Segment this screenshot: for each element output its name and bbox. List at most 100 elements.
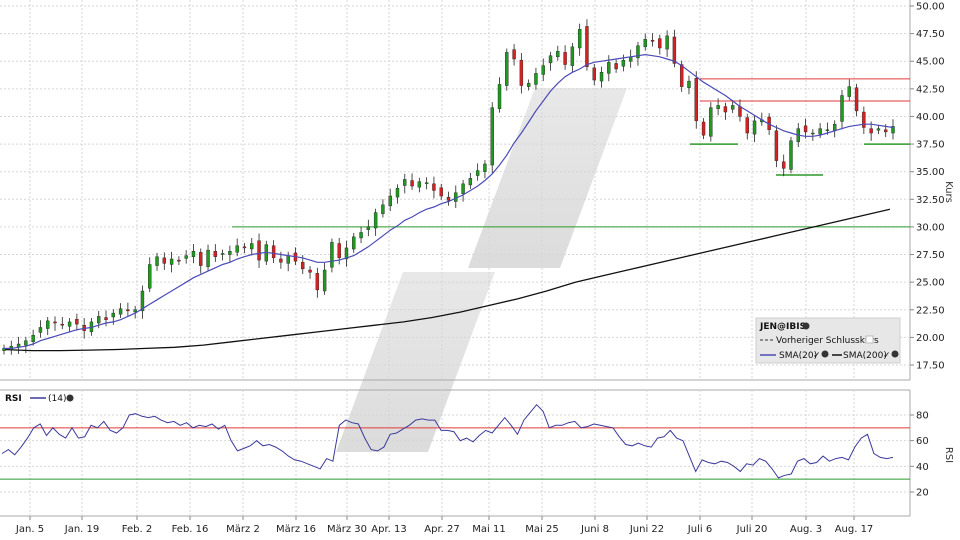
legend-sma20-label: SMA(20) [779,351,817,361]
candle-body [46,320,50,329]
candle-body [541,65,545,75]
candle-body [67,321,72,327]
candle-body [636,45,640,59]
x-tick-label: Feb. 2 [122,524,152,535]
candle-body [352,236,356,250]
candle-body [199,252,203,266]
x-tick-label: Jan. 5 [15,524,44,535]
candle-body [738,106,742,117]
candle-body [403,179,407,186]
sma-legend-settings-icon[interactable] [802,322,810,330]
candle-body [250,243,254,250]
price-tick-label: 20.00 [916,333,945,344]
candle-body [133,309,137,313]
candle-body [548,55,553,64]
legend-sma20-check-icon[interactable]: ✓ [813,351,821,361]
price-tick-label: 25.00 [916,278,945,289]
candle-body [228,251,232,255]
candle-body [599,72,604,82]
candle-body [220,253,225,255]
candle-body [432,183,436,191]
price-tick-label: 17.50 [916,361,945,372]
x-tick-label: März 2 [226,524,260,535]
candle-body [388,195,392,207]
candle-body [301,262,305,270]
candle-body [242,246,247,249]
rsi-tick-label: 20 [916,488,929,499]
rsi-settings-icon[interactable] [66,394,74,402]
x-tick-label: Juli 20 [736,524,768,535]
rsi-axis-title: RSI [943,447,954,463]
candle-body [679,64,684,87]
candle-body [818,128,822,135]
price-axis-title: Kurs [943,181,954,203]
candle-body [468,178,473,186]
rsi-title: RSI [5,394,22,404]
price-tick-label: 45.00 [916,57,945,68]
candle-body [730,105,735,110]
candle-body [854,87,859,112]
candle-body [213,251,218,257]
candle-body [752,120,757,135]
x-tick-label: Aug. 17 [835,524,874,535]
candle-body [825,129,830,131]
candle-body [337,243,341,259]
legend-sma200-check-icon[interactable]: ✓ [883,351,891,361]
x-tick-label: Apr. 13 [371,524,406,535]
price-tick-label: 30.00 [916,222,945,233]
candle-body [53,321,57,324]
candle-body [24,340,28,346]
candle-body [366,226,371,230]
candle-body [833,123,837,132]
candle-body [184,255,188,259]
candle-body [344,247,349,260]
price-tick-label: 37.50 [916,140,945,151]
candle-body [709,107,713,137]
candle-body [723,106,728,113]
candle-body [789,140,793,170]
x-tick-label: Juni 8 [580,524,609,535]
legend-sma20-settings-icon[interactable] [821,350,829,358]
legend-prev-close-label: Vorheriger Schlusskurs [776,336,879,346]
candle-body [424,182,429,184]
price-tick-label: 22.50 [916,305,945,316]
candle-body [774,130,779,161]
legend-sma200-settings-icon[interactable] [891,350,899,358]
price-tick-label: 50.00 [916,2,945,13]
price-tick-label: 32.50 [916,195,945,206]
candle-body [803,125,808,133]
x-tick-label: Juli 6 [687,524,712,535]
candle-body [512,49,516,60]
x-tick-label: Aug. 3 [790,524,822,535]
candle-body [417,181,422,188]
candle-body [461,183,465,194]
candle-body [140,290,145,312]
candle-body [614,63,618,70]
candle-body [781,161,786,169]
candle-body [373,212,378,229]
candle-body [505,52,509,86]
x-tick-label: Feb. 16 [172,524,209,535]
x-tick-label: März 30 [327,524,367,535]
legend-prev-close-checkbox[interactable] [865,335,874,344]
candle-body [592,67,596,81]
candle-body [869,128,873,134]
candle-body [410,180,414,187]
x-tick-label: Apr. 27 [424,524,459,535]
candle-body [687,80,691,88]
candle-body [497,84,502,109]
price-panel: 50.00 47.50 45.00 42.50 40.00 37.50 35.00 32.50… [0,0,954,381]
candle-body [31,334,35,343]
candle-body [570,46,575,66]
candle-body [308,269,312,273]
candle-body [446,196,451,201]
candle-body [177,259,181,262]
candle-body [257,240,261,261]
candle-body [534,73,538,85]
candle-body [148,264,152,289]
price-tick-label: 47.50 [916,29,945,40]
candle-body [876,128,881,131]
candle-body [235,245,239,253]
rsi-tick-label: 60 [916,436,929,447]
candle-body [206,249,210,267]
